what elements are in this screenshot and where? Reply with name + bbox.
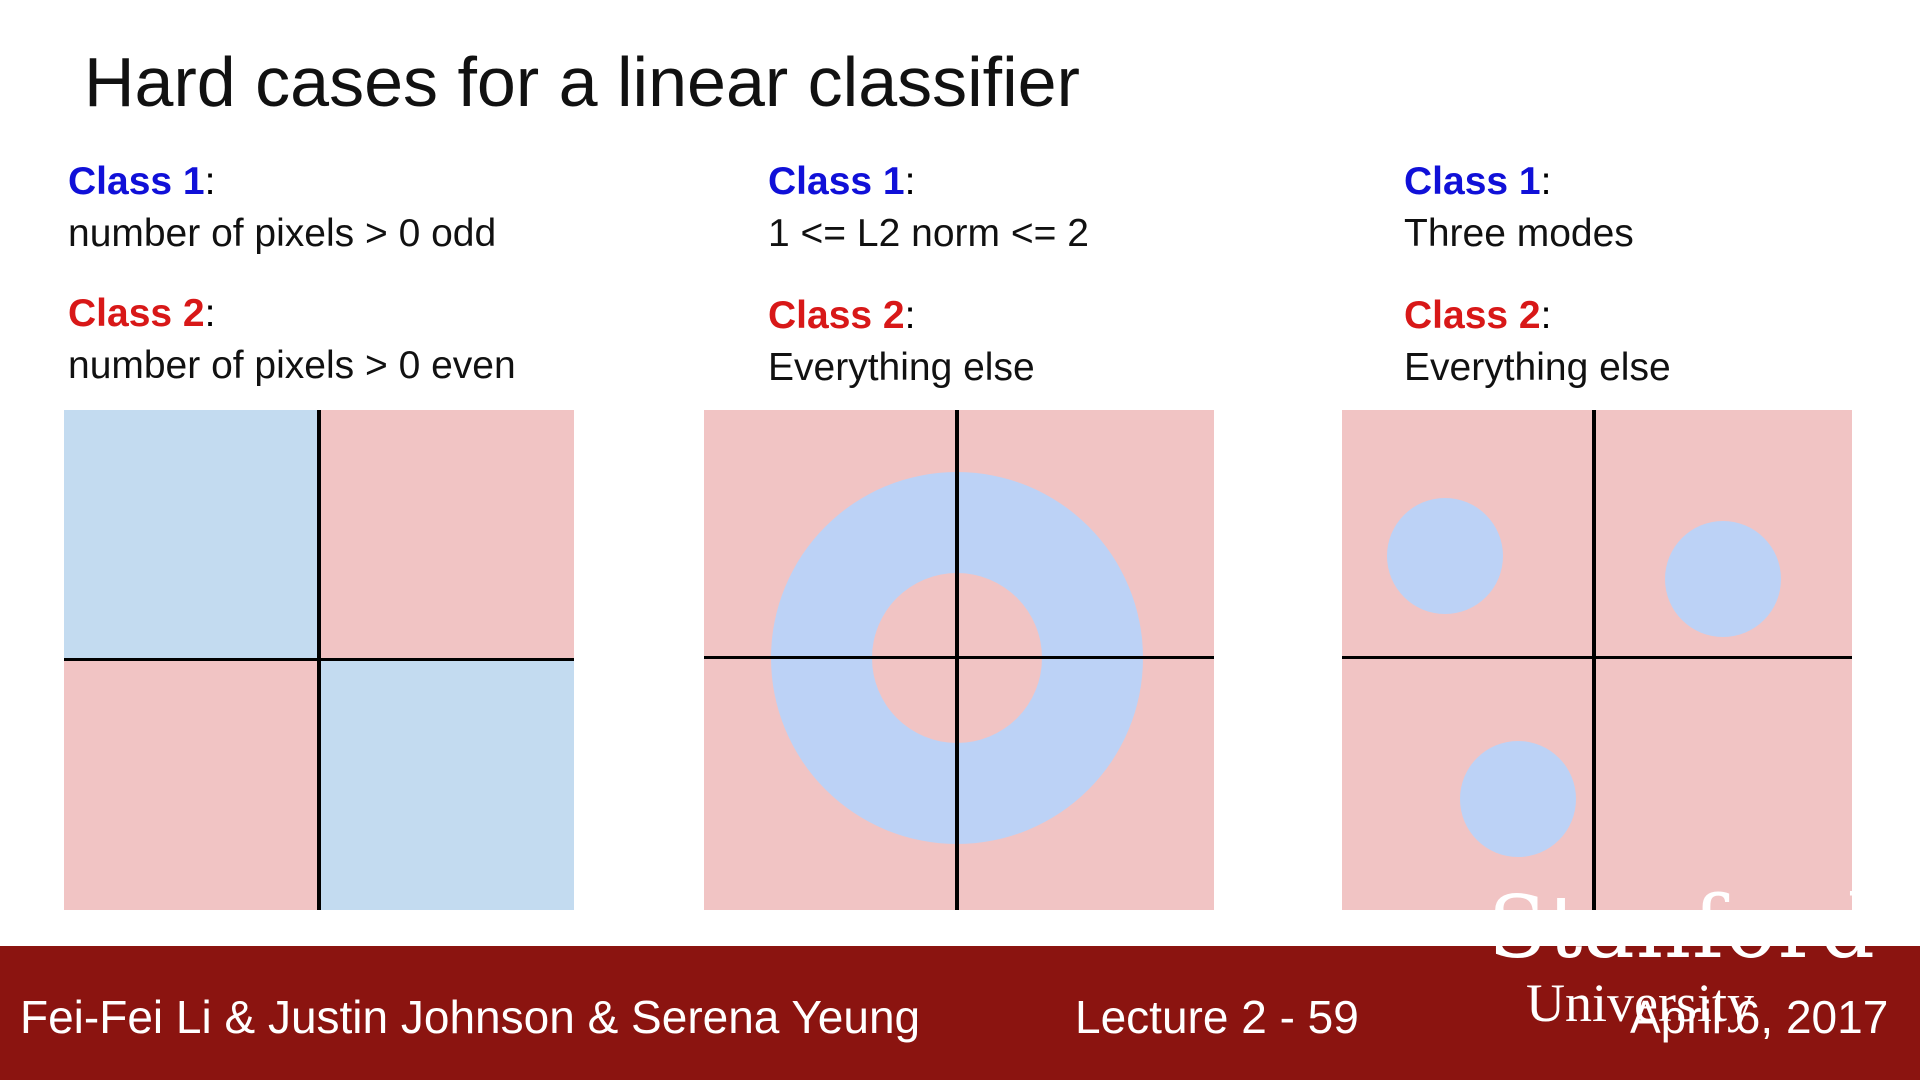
class1-label: Class 1 [68, 160, 205, 203]
class2-label: Class 2 [1404, 294, 1541, 337]
column-odd-even: Class 1: number of pixels > 0 odd Class … [68, 156, 516, 392]
footer-date: April 6, 2017 [1630, 991, 1889, 1043]
x-axis [1342, 656, 1852, 659]
footer-authors: Fei-Fei Li & Justin Johnson & Serena Yeu… [20, 991, 921, 1043]
class2-label: Class 2 [768, 294, 905, 337]
column-three-modes: Class 1: Three modes Class 2: Everything… [1404, 156, 1671, 394]
x-axis [64, 658, 574, 661]
odd-even-quadrant-plot [64, 410, 574, 910]
class2-heading: Class 2: [768, 294, 916, 337]
class2-description: number of pixels > 0 even [68, 344, 516, 387]
stanford-logo-university: University [1526, 973, 1754, 1033]
modes-svg [1387, 498, 1781, 857]
class1-label: Class 1 [768, 160, 905, 203]
quadrant-bottom-right-class1 [319, 660, 574, 910]
class1-heading: Class 1: [1404, 160, 1552, 203]
class2-description: Everything else [768, 346, 1035, 389]
mode-blob-3 [1460, 741, 1576, 857]
class1-description: number of pixels > 0 odd [68, 212, 497, 255]
class2-heading: Class 2: [68, 292, 216, 335]
y-axis [955, 410, 959, 910]
quadrant-top-left-class1 [64, 410, 319, 660]
annulus-plot [704, 410, 1214, 910]
class1-label: Class 1 [1404, 160, 1541, 203]
class2-heading: Class 2: [1404, 294, 1552, 337]
column-l2-norm: Class 1: 1 <= L2 norm <= 2 Class 2: Ever… [768, 156, 1089, 394]
stanford-logo-wordmark: Stanford [1488, 878, 1876, 978]
y-axis [1592, 410, 1596, 910]
three-modes-plot [1342, 410, 1852, 910]
footer-bar: Fei-Fei Li & Justin Johnson & Serena Yeu… [0, 946, 1920, 1080]
class2-description: Everything else [1404, 346, 1671, 389]
class2-label: Class 2 [68, 292, 205, 335]
class1-heading: Class 1: [68, 160, 216, 203]
mode-blob-2 [1665, 521, 1781, 637]
footer-lecture-number: Lecture 2 - 59 [1075, 991, 1359, 1043]
slide-title: Hard cases for a linear classifier [84, 43, 1080, 121]
class1-heading: Class 1: [768, 160, 916, 203]
mode-blob-1 [1387, 498, 1503, 614]
annulus-svg [771, 472, 1143, 844]
class1-description: 1 <= L2 norm <= 2 [768, 212, 1089, 255]
class1-description: Three modes [1404, 212, 1634, 255]
x-axis [704, 656, 1214, 659]
